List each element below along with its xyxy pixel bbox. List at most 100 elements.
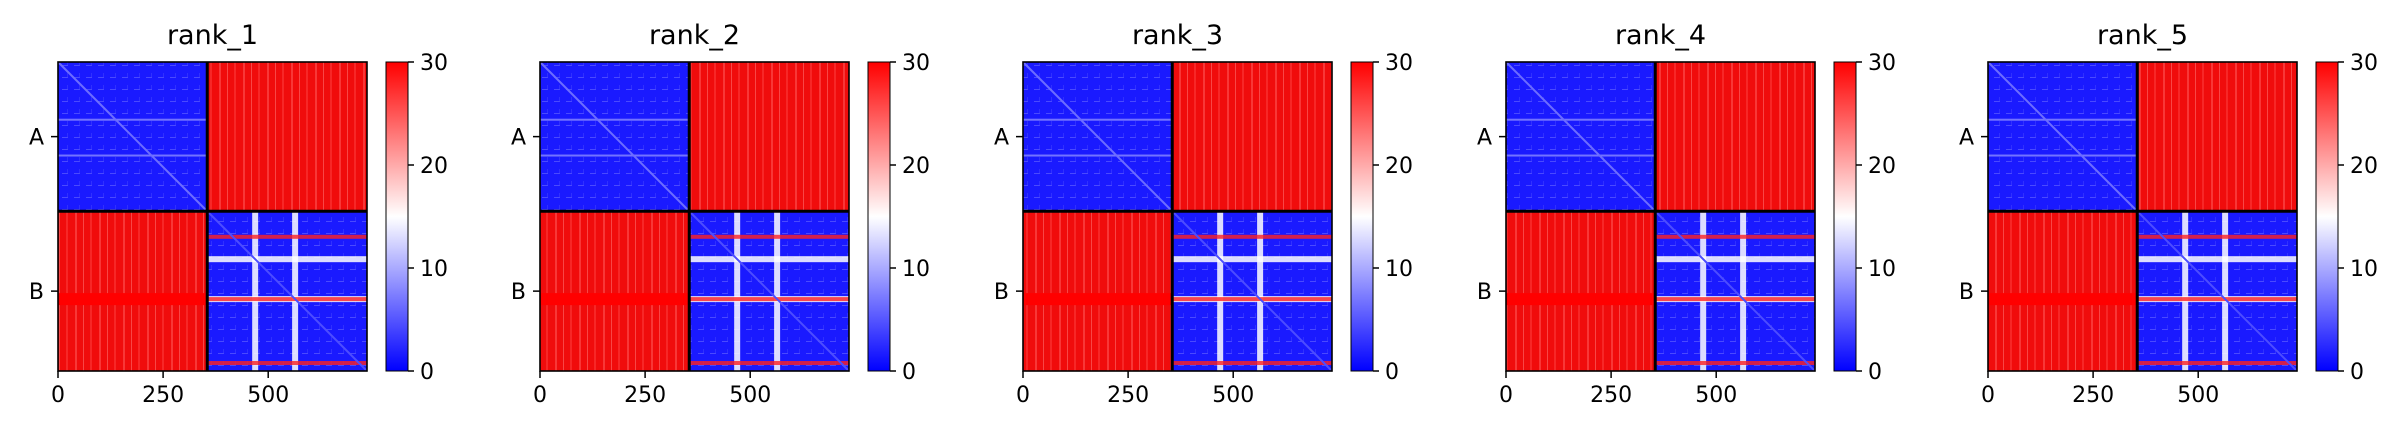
panel-title: rank_2 xyxy=(649,20,740,51)
interchain-band xyxy=(540,293,690,306)
x-tick-label: 0 xyxy=(1981,383,1995,408)
colorbar-tick-label: 0 xyxy=(2350,360,2364,385)
colorbar-tick-label: 0 xyxy=(420,360,434,385)
y-tick-label: B xyxy=(29,280,44,305)
x-tick-label: 500 xyxy=(1212,383,1254,408)
heatmap-block-ba xyxy=(1506,211,1656,371)
domain-band xyxy=(2137,297,2297,302)
domain-band xyxy=(2137,361,2297,366)
panel-4: rank_4 0 250 500 A B 0 10 20 30 xyxy=(1477,20,1896,408)
domain-stripe-v xyxy=(252,211,259,371)
domain-stripe-h xyxy=(1655,256,1815,263)
domain-band xyxy=(689,361,849,366)
y-tick-label: A xyxy=(511,126,526,151)
y-tick-label: A xyxy=(994,126,1009,151)
domain-stripe-v xyxy=(1217,211,1224,371)
colorbar xyxy=(1350,61,1374,372)
panel-1: rank_1 0 250 500 A B 0 10 20 30 xyxy=(29,20,448,408)
heatmap-block-ab xyxy=(689,62,849,212)
colorbar-tick-label: 20 xyxy=(2350,154,2378,179)
interchain-band xyxy=(1988,293,2138,306)
domain-band xyxy=(207,234,367,239)
diagonal-aa xyxy=(1022,61,1173,212)
plot-frame xyxy=(57,61,368,372)
diagonal-bb xyxy=(206,210,368,372)
colorbar xyxy=(385,61,409,372)
domain-stripe-v xyxy=(2222,211,2229,371)
heatmap-block-ba xyxy=(540,211,690,371)
y-tick-label: A xyxy=(1477,126,1492,151)
diagonal-bb xyxy=(1654,210,1816,372)
diagonal-aa xyxy=(539,61,690,212)
colorbar-tick-label: 30 xyxy=(2350,51,2378,76)
domain-stripe-h xyxy=(689,256,849,263)
aa-light-row xyxy=(1023,154,1173,157)
colorbar-tick-label: 0 xyxy=(1385,360,1399,385)
heatmap-block-ba xyxy=(58,211,208,371)
panel-title: rank_1 xyxy=(167,20,258,51)
panel-title: rank_5 xyxy=(2097,20,2188,51)
domain-stripe-h xyxy=(1172,256,1332,263)
aa-light-row xyxy=(1506,118,1656,121)
domain-stripe-v xyxy=(292,211,299,371)
aa-light-row xyxy=(1023,118,1173,121)
colorbar-tick-label: 30 xyxy=(420,51,448,76)
heatmap-block-ab xyxy=(2137,62,2297,212)
aa-light-row xyxy=(540,118,690,121)
x-tick-label: 500 xyxy=(2177,383,2219,408)
domain-band xyxy=(689,297,849,302)
x-tick-label: 500 xyxy=(1695,383,1737,408)
domain-stripe-v xyxy=(1257,211,1264,371)
domain-stripe-h xyxy=(2137,256,2297,263)
y-tick-label: B xyxy=(1959,280,1974,305)
diagonal-bb xyxy=(688,210,850,372)
y-tick-label: B xyxy=(1477,280,1492,305)
panel-3: rank_3 0 250 500 A B 0 10 20 30 xyxy=(994,20,1413,408)
colorbar-tick-label: 20 xyxy=(1868,154,1896,179)
diagonal-bb xyxy=(2136,210,2298,372)
plot-frame xyxy=(1022,61,1333,372)
interchain-band xyxy=(1506,293,1656,306)
colorbar xyxy=(2315,61,2339,372)
colorbar-tick-label: 10 xyxy=(1385,257,1413,282)
colorbar-tick-label: 10 xyxy=(902,257,930,282)
colorbar-tick-label: 10 xyxy=(2350,257,2378,282)
colorbar-tick-label: 20 xyxy=(420,154,448,179)
colorbar xyxy=(867,61,891,372)
y-tick-label: A xyxy=(29,126,44,151)
panel-2: rank_2 0 250 500 A B 0 10 20 30 xyxy=(511,20,930,408)
heatmap-block-ba xyxy=(1023,211,1173,371)
panel-5: rank_5 0 250 500 A B 0 10 20 30 xyxy=(1959,20,2378,408)
aa-light-row xyxy=(1988,118,2138,121)
domain-stripe-v xyxy=(2182,211,2189,371)
domain-stripe-v xyxy=(1700,211,1707,371)
domain-band xyxy=(1172,234,1332,239)
y-tick-label: A xyxy=(1959,126,1974,151)
domain-band xyxy=(1172,297,1332,302)
x-tick-label: 0 xyxy=(533,383,547,408)
colorbar-tick-label: 30 xyxy=(1868,51,1896,76)
domain-band xyxy=(207,361,367,366)
x-tick-label: 250 xyxy=(142,383,184,408)
colorbar-tick-label: 20 xyxy=(1385,154,1413,179)
interchain-band xyxy=(1023,293,1173,306)
heatmap-block-ab xyxy=(1655,62,1815,212)
x-tick-label: 0 xyxy=(1499,383,1513,408)
y-tick-label: B xyxy=(511,280,526,305)
colorbar-tick-label: 0 xyxy=(1868,360,1882,385)
interchain-band xyxy=(58,293,208,306)
x-tick-label: 250 xyxy=(2072,383,2114,408)
heatmap-block-ba xyxy=(1988,211,2138,371)
plot-frame xyxy=(1987,61,2298,372)
colorbar xyxy=(1833,61,1857,372)
domain-band xyxy=(1655,234,1815,239)
colorbar-tick-label: 30 xyxy=(1385,51,1413,76)
panel-title: rank_4 xyxy=(1615,20,1706,51)
plot-frame xyxy=(1505,61,1816,372)
aa-light-row xyxy=(1506,154,1656,157)
domain-stripe-v xyxy=(734,211,741,371)
colorbar-tick-label: 10 xyxy=(1868,257,1896,282)
colorbar-tick-label: 20 xyxy=(902,154,930,179)
domain-stripe-h xyxy=(207,256,367,263)
